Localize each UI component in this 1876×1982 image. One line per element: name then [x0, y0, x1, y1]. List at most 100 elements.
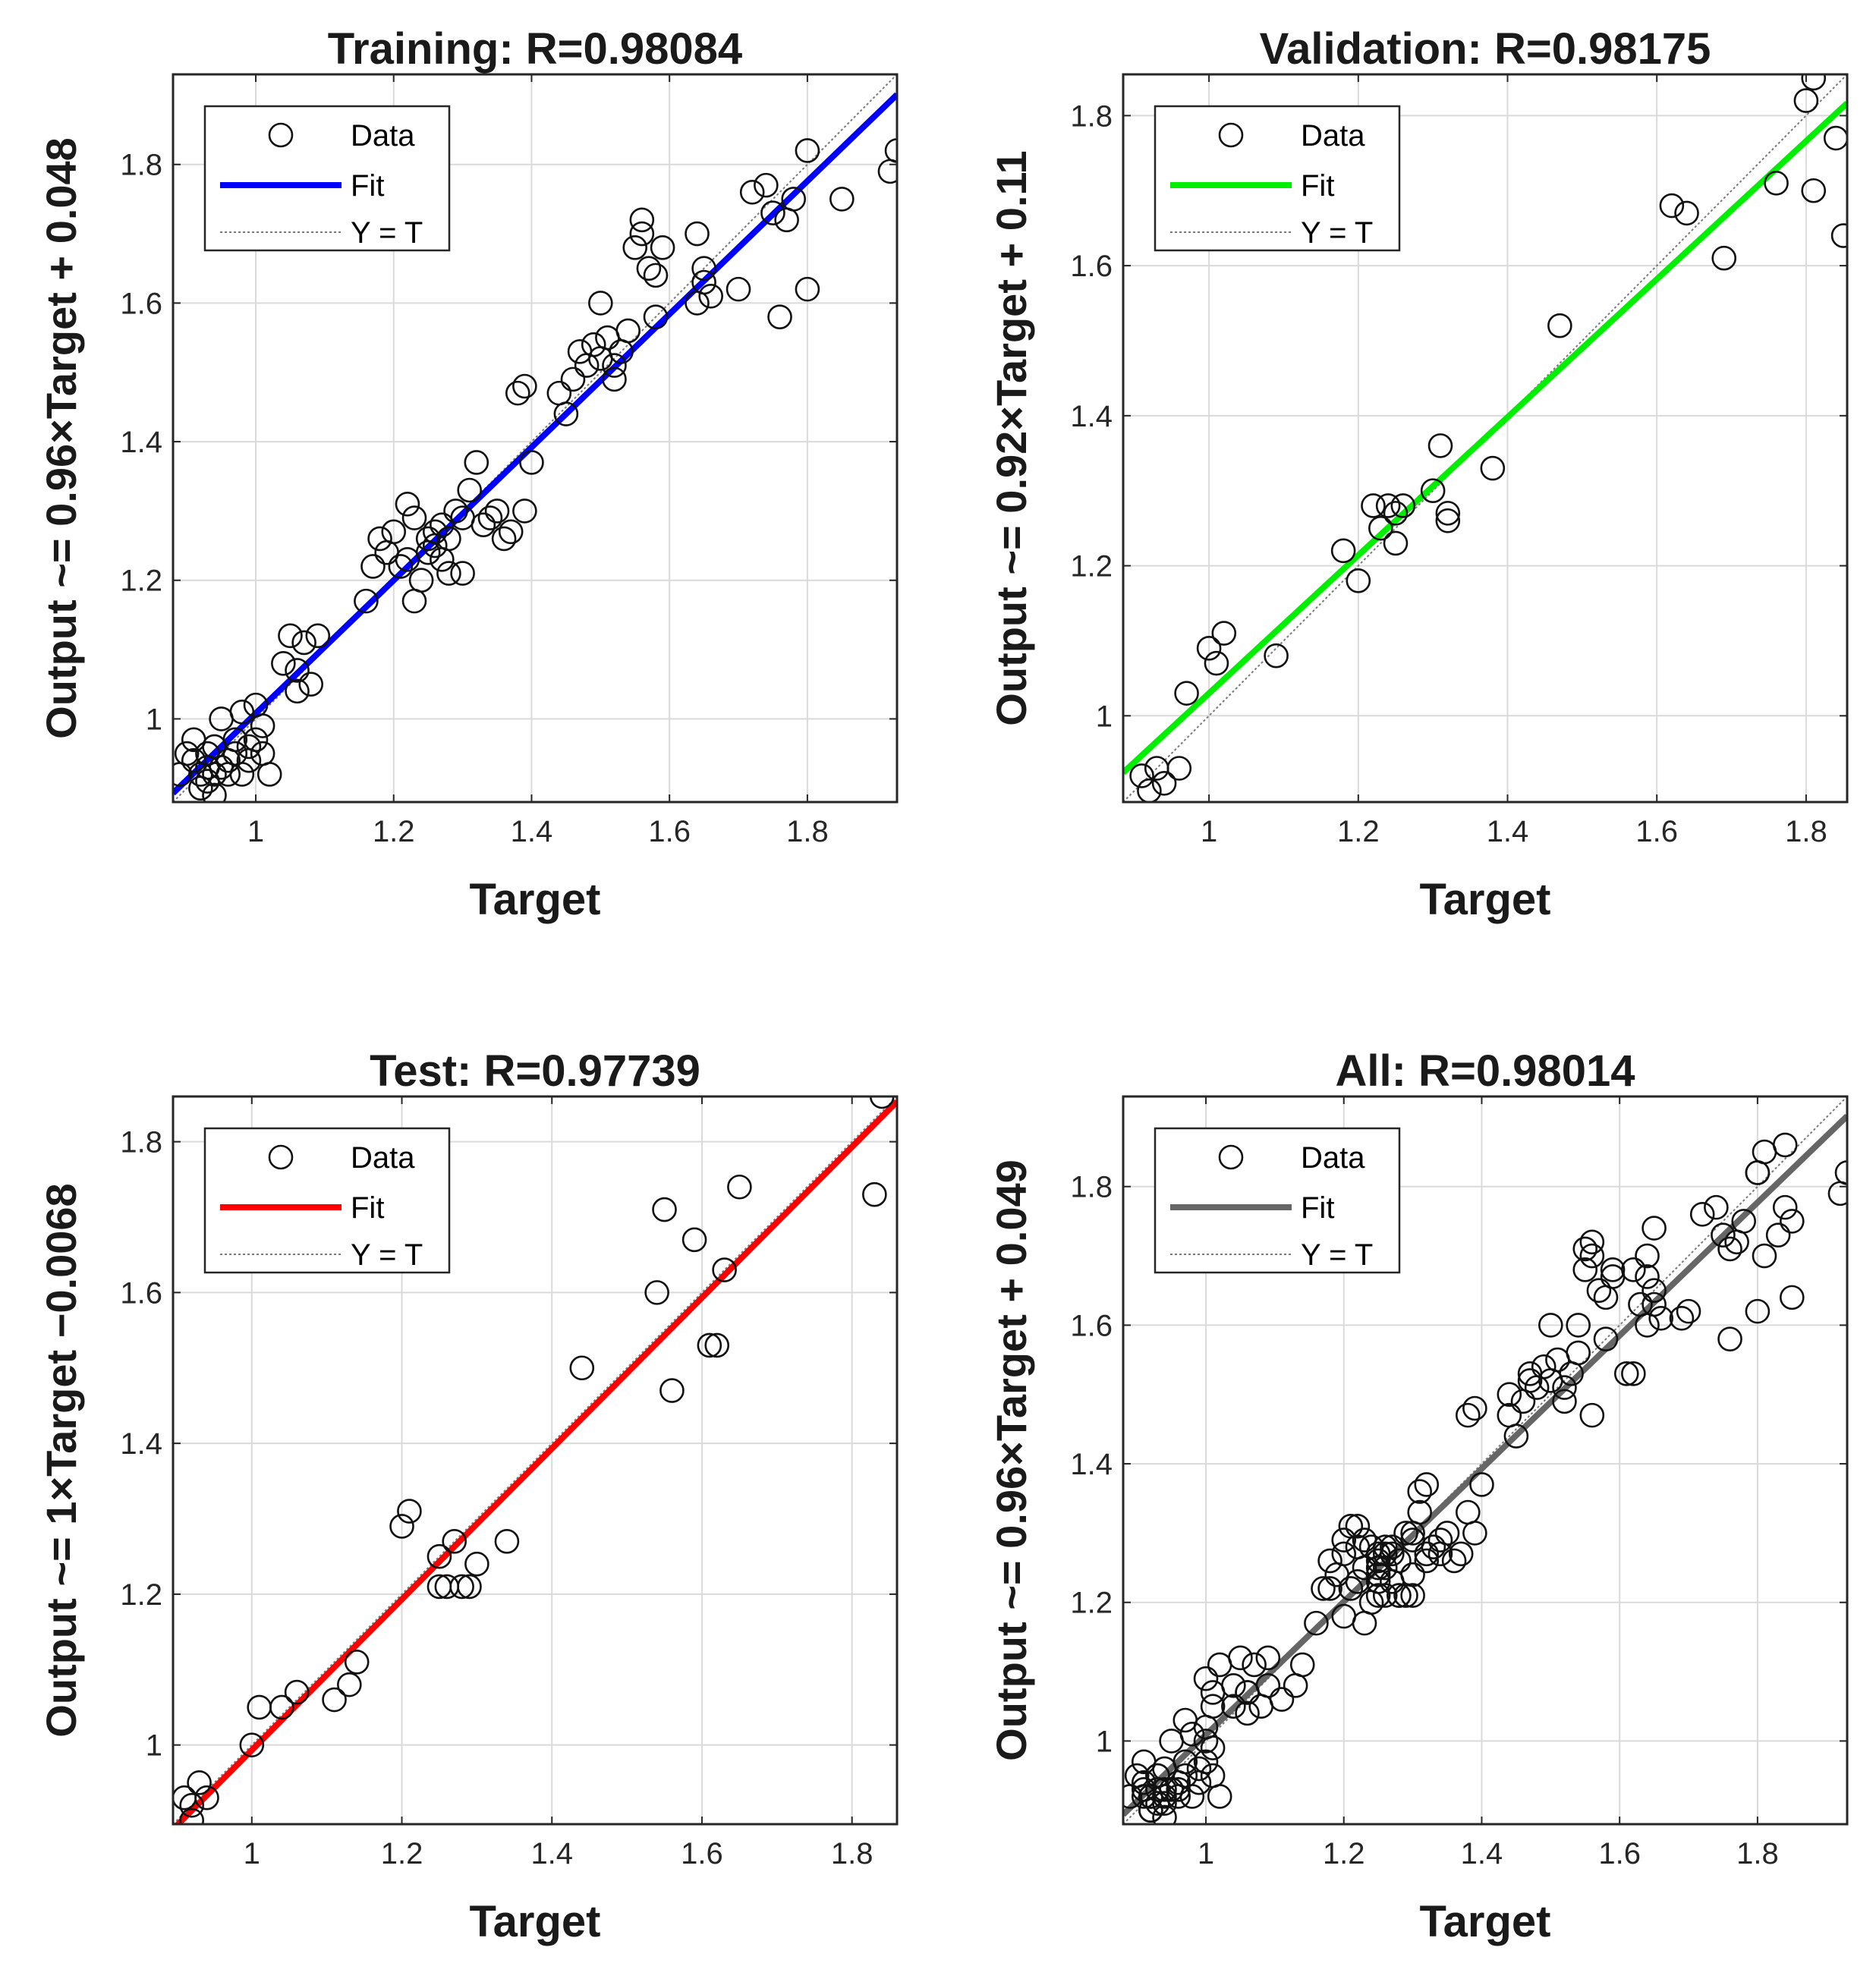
- x-tick-label: 1.4: [1461, 1837, 1503, 1870]
- data-point: [1221, 1694, 1246, 1719]
- x-tick-label: 1: [247, 815, 264, 848]
- data-point: [691, 269, 716, 295]
- legend-label: Fit: [351, 169, 384, 203]
- y-tick-label: 1.4: [120, 1427, 162, 1461]
- data-point: [1552, 1375, 1577, 1400]
- data-point: [1579, 1402, 1605, 1428]
- data-point: [360, 554, 386, 579]
- data-point: [401, 505, 427, 530]
- data-point: [1531, 1354, 1557, 1380]
- data-point: [629, 207, 655, 233]
- fit-line: [173, 92, 897, 796]
- x-tick-label: 1.2: [1337, 815, 1380, 848]
- data-point: [862, 1181, 887, 1207]
- data-point: [1137, 778, 1162, 802]
- data-point: [1207, 1784, 1232, 1809]
- data-point: [494, 1529, 520, 1554]
- legend: Data Fit Y = T: [203, 105, 451, 252]
- x-tick-label: 1.2: [1323, 1837, 1365, 1870]
- data-point: [477, 505, 503, 530]
- y-tick-label: 1: [146, 1729, 162, 1763]
- data-point: [464, 450, 489, 475]
- data-point: [1179, 1784, 1205, 1809]
- legend-label: Data: [1301, 119, 1365, 153]
- data-point: [1600, 1257, 1626, 1282]
- data-point: [1801, 74, 1827, 91]
- data-point: [179, 1792, 205, 1818]
- data-point: [1304, 1610, 1329, 1636]
- data-point: [457, 1574, 482, 1600]
- data-point: [588, 291, 613, 316]
- data-point: [519, 450, 544, 475]
- data-point: [1420, 478, 1446, 504]
- data-point: [1497, 1382, 1522, 1408]
- data-point: [436, 561, 461, 586]
- data-point: [222, 727, 248, 753]
- data-point: [1717, 1236, 1742, 1262]
- data-point: [1676, 1298, 1701, 1324]
- data-point: [1331, 1541, 1357, 1567]
- data-point: [1642, 1291, 1667, 1317]
- x-tick-label: 1: [1201, 815, 1217, 848]
- data-point: [1186, 1756, 1212, 1782]
- legend-label: Fit: [351, 1191, 384, 1225]
- data-point: [643, 263, 669, 288]
- data-point: [1193, 1666, 1219, 1691]
- data-point: [1579, 1229, 1605, 1255]
- data-point: [1166, 756, 1192, 781]
- fit-line: [1123, 1113, 1847, 1817]
- data-point: [505, 380, 530, 406]
- data-point: [1552, 1389, 1577, 1414]
- data-point: [1435, 501, 1461, 526]
- x-tick-label: 1.2: [373, 815, 415, 848]
- data-point: [1517, 1368, 1543, 1393]
- data-point: [1365, 1548, 1391, 1574]
- data-point: [484, 499, 510, 524]
- y-tick-label: 1.6: [120, 1276, 162, 1310]
- data-point: [1338, 1576, 1364, 1601]
- data-point: [1469, 1472, 1494, 1497]
- data-point: [1235, 1700, 1260, 1726]
- y-axis-label: Output ~= 0.96×Target + 0.048: [37, 137, 85, 739]
- legend: Data Fit Y = T: [1154, 105, 1401, 252]
- data-point: [652, 1197, 677, 1222]
- data-point: [636, 256, 662, 282]
- data-point: [322, 1687, 347, 1713]
- data-point: [1317, 1548, 1342, 1574]
- data-point: [229, 699, 255, 725]
- data-point: [1393, 1521, 1418, 1546]
- data-point: [1427, 1527, 1453, 1553]
- data-point: [1711, 245, 1737, 271]
- data-point: [1242, 1652, 1267, 1678]
- axes-box: [172, 73, 899, 804]
- y-tick-label: 1.6: [1070, 250, 1113, 283]
- data-point: [569, 1355, 595, 1381]
- data-point: [1538, 1313, 1563, 1338]
- x-tick-label: 1.6: [1635, 815, 1678, 848]
- data-point: [354, 588, 379, 614]
- legend-data-marker: [268, 122, 294, 148]
- data-point: [1480, 455, 1506, 481]
- y-tick-label: 1.8: [120, 149, 162, 182]
- data-point: [1174, 681, 1199, 706]
- x-tick-label: 1.8: [1785, 815, 1827, 848]
- data-point: [760, 200, 785, 225]
- data-point: [1462, 1395, 1487, 1421]
- data-point: [659, 1378, 685, 1403]
- data-point: [1586, 1278, 1612, 1304]
- data-point: [491, 526, 517, 552]
- data-point: [1780, 1209, 1805, 1234]
- legend-label: Y = T: [1301, 1238, 1373, 1272]
- data-point: [1745, 1298, 1771, 1324]
- legend-label: Fit: [1301, 169, 1334, 203]
- legend-label: Data: [1301, 1141, 1365, 1175]
- data-point: [1704, 1194, 1729, 1220]
- panel-4: 1 1.2 1.4 1.6 1.8 1 1.2 1.4 1.6 1.8 All: R=0.98014…: [987, 1046, 1849, 1946]
- data-point: [388, 554, 414, 579]
- data-point: [727, 1174, 752, 1200]
- data-point: [1289, 1652, 1315, 1678]
- panel-3: 1 1.2 1.4 1.6 1.8 1 1.2 1.4 1.6 1.8 Test: R=0.9773…: [37, 1046, 899, 1946]
- data-point: [250, 713, 275, 738]
- data-point: [1642, 1278, 1667, 1304]
